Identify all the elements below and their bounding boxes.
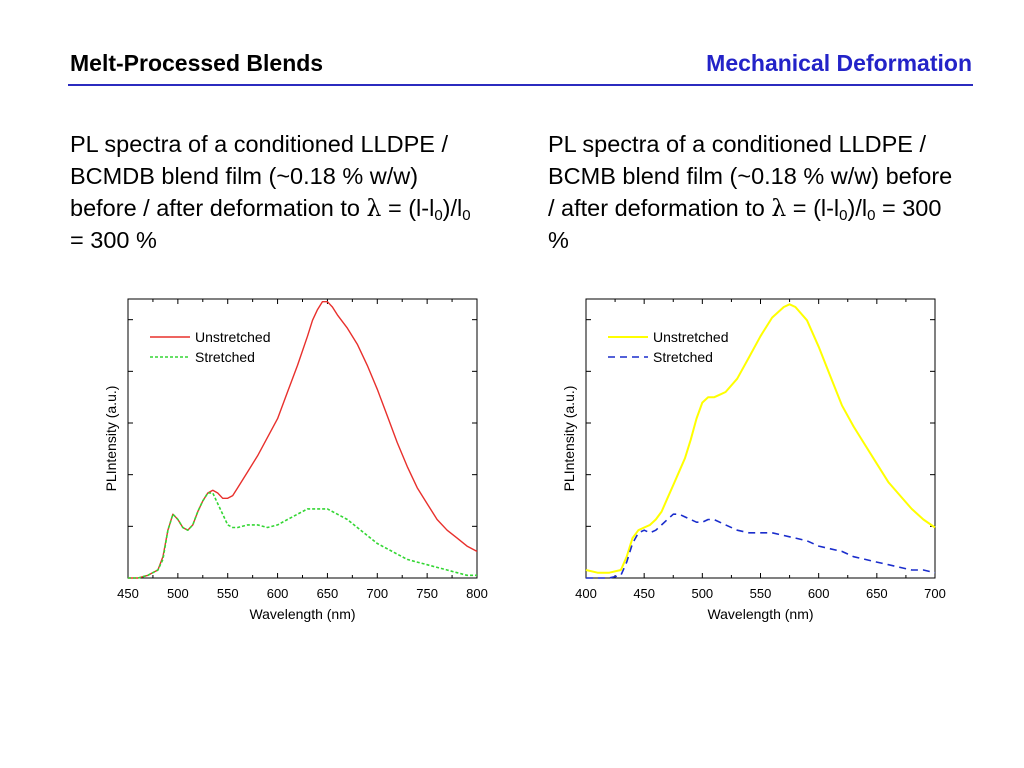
legend-label: Unstretched: [195, 329, 270, 345]
caption-right-text: PL spectra of a conditioned LLDPE / BCMB…: [548, 131, 953, 221]
legend-label: Unstretched: [653, 329, 728, 345]
caption-right: PL spectra of a conditioned LLDPE / BCMB…: [548, 128, 953, 256]
x-tick-label: 500: [691, 586, 713, 601]
caption-left-mid: )/l: [442, 195, 463, 221]
subscript: 0: [839, 207, 848, 224]
caption-left: PL spectra of a conditioned LLDPE / BCMD…: [70, 128, 475, 256]
x-axis-label: Wavelength (nm): [707, 606, 813, 622]
chart-2: 400 450 500 550 600 650 700 Wavelength (nm) PLIn…: [561, 298, 946, 622]
slide-title: Melt-Processed Blends: [70, 50, 324, 76]
x-tick-label: 550: [750, 586, 772, 601]
x-tick-label: 450: [117, 586, 139, 601]
subscript: 0: [867, 207, 876, 224]
x-tick-label: 650: [317, 586, 339, 601]
x-tick-label: 700: [366, 586, 388, 601]
plot-frame: [127, 298, 478, 579]
legend-label: Stretched: [195, 349, 255, 365]
lambda-symbol: λ: [366, 194, 382, 222]
caption-left-post: = 300 %: [70, 227, 157, 253]
y-axis-label: PLIntensity (a.u.): [561, 386, 577, 492]
x-axis-label: Wavelength (nm): [249, 606, 355, 622]
lambda-symbol: λ: [771, 194, 787, 222]
caption-left-eq: = (l-l: [381, 195, 435, 221]
plot-frame: [585, 298, 936, 579]
x-tick-label: 400: [575, 586, 597, 601]
x-tick-label: 750: [416, 586, 438, 601]
chart-1: 450 500 550 600 650 700 750 800 Wavelength (nm) P…: [103, 298, 488, 622]
series-line-unstretched: [128, 301, 478, 579]
x-tick-label: 600: [808, 586, 830, 601]
x-tick-label: 600: [267, 586, 289, 601]
series-line-unstretched: [585, 303, 936, 574]
caption-right-mid: )/l: [847, 195, 868, 221]
x-tick-label: 450: [633, 586, 655, 601]
x-tick-label: 550: [217, 586, 239, 601]
series-line-stretched: [586, 513, 936, 579]
x-tick-label: 800: [466, 586, 488, 601]
section-title: Mechanical Deformation: [706, 50, 972, 76]
caption-right-post: = 300 %: [548, 195, 942, 253]
subscript: 0: [434, 207, 443, 224]
subscript: 0: [462, 207, 471, 224]
caption-right-eq: = (l-l: [786, 195, 840, 221]
x-tick-label: 500: [167, 586, 189, 601]
legend-label: Stretched: [653, 349, 713, 365]
header-divider: [68, 84, 973, 86]
y-axis-label: PLIntensity (a.u.): [103, 386, 119, 492]
series-line-stretched: [128, 492, 477, 579]
x-tick-label: 650: [866, 586, 888, 601]
x-tick-label: 700: [924, 586, 946, 601]
caption-left-text: PL spectra of a conditioned LLDPE / BCMD…: [70, 131, 448, 221]
